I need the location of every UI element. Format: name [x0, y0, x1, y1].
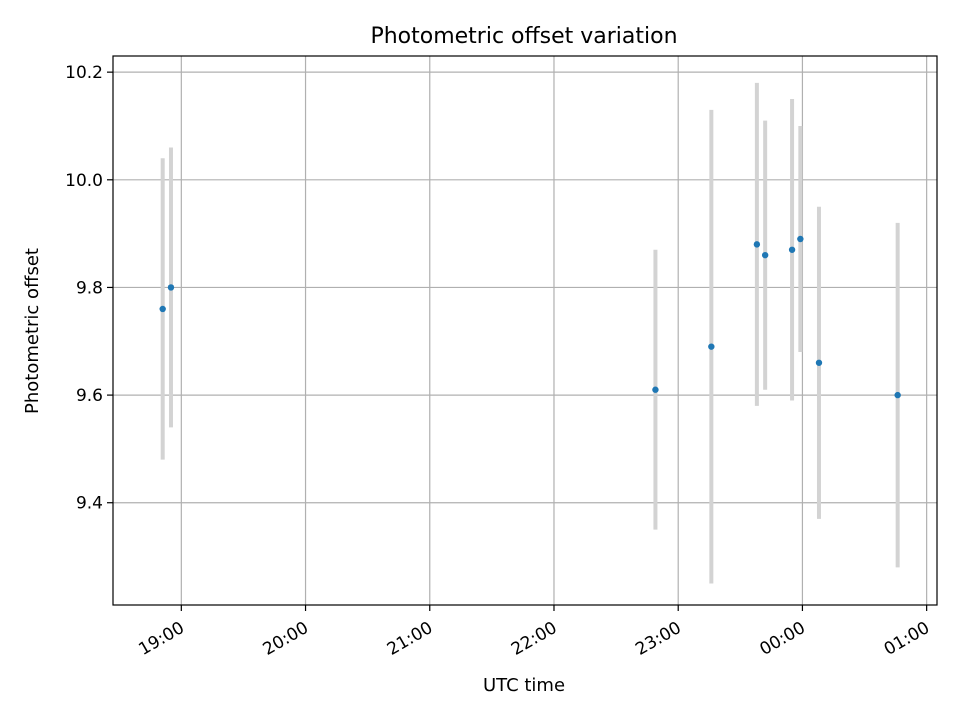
data-point [788, 246, 796, 253]
x-tick-label: 19:00 [135, 618, 187, 660]
grid [113, 56, 937, 605]
data-point [753, 241, 761, 248]
y-axis-label: Photometric offset [22, 248, 43, 414]
x-tick-label: 20:00 [260, 618, 312, 660]
x-tick-label: 21:00 [384, 618, 436, 660]
x-axis-ticks: 19:00 20:00 21:00 22:00 23:00 00:00 01:00 [135, 605, 933, 660]
x-tick-label: 00:00 [756, 618, 808, 660]
data-point [708, 343, 715, 350]
chart-title: Photometric offset variation [370, 24, 677, 49]
x-tick-label: 01:00 [881, 618, 933, 660]
x-tick-label: 22:00 [508, 618, 560, 660]
error-bars [160, 82, 900, 584]
y-tick-label: 10.0 [65, 171, 103, 191]
data-point [797, 235, 804, 243]
data-point [894, 391, 901, 399]
y-axis-ticks: 9.4 9.6 9.8 10.0 10.2 [65, 63, 113, 514]
data-point [761, 251, 769, 259]
data-point [815, 359, 823, 366]
y-tick-label: 10.2 [65, 63, 103, 83]
y-tick-label: 9.6 [76, 386, 103, 406]
data-point [167, 284, 175, 291]
x-axis-label: UTC time [483, 675, 565, 696]
y-tick-label: 9.8 [76, 278, 103, 298]
plot-frame [112, 55, 938, 606]
data-point [159, 305, 166, 313]
data-point [652, 386, 659, 393]
data-points [159, 235, 901, 399]
x-tick-label: 23:00 [632, 618, 684, 660]
y-tick-label: 9.4 [76, 494, 103, 514]
